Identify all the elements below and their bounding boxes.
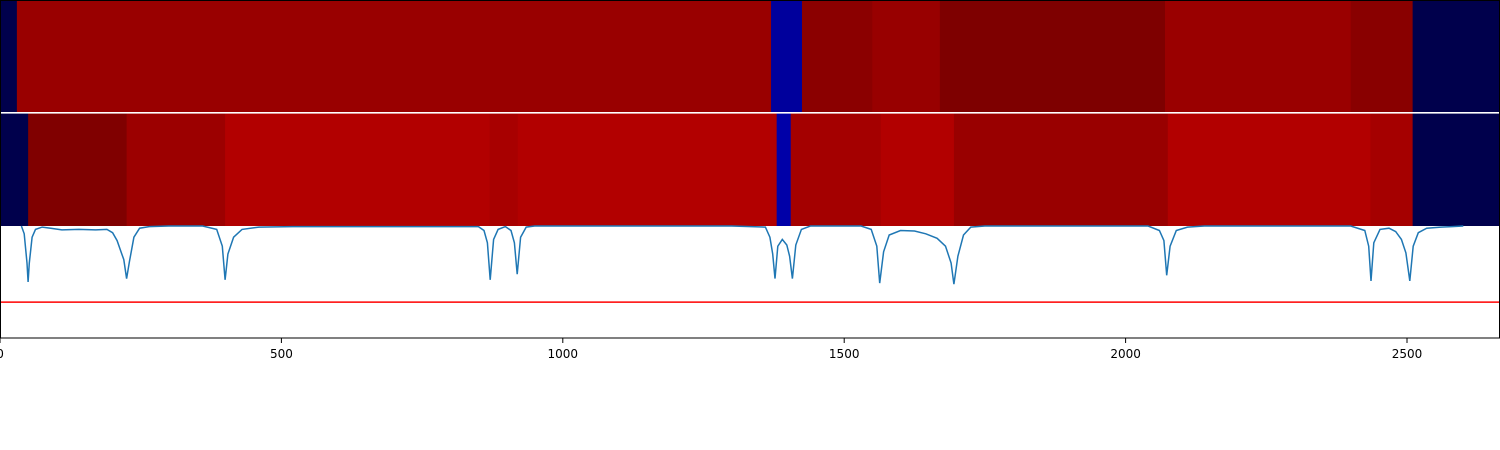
heatmap-segment: [771, 0, 803, 112]
heatmap-segment: [1167, 113, 1372, 226]
x-axis: 0 500 1000 1500 2000 2500: [0, 338, 1422, 361]
heatmap-segment: [1412, 113, 1500, 226]
heatmap-segment: [489, 113, 519, 226]
heatmap-segment: [880, 113, 955, 226]
heatmap-segment: [28, 113, 128, 226]
heatmap-segment: [776, 113, 792, 226]
x-tick-label: 500: [270, 347, 293, 361]
plot-background: [0, 226, 1500, 338]
track-separator: [0, 112, 1500, 114]
heatmap-segment: [1350, 0, 1414, 112]
heatmap-segment: [872, 0, 941, 112]
heatmap-segment: [939, 0, 1166, 112]
heatmap-segment: [1164, 0, 1352, 112]
heatmap-track-top: [0, 0, 1500, 112]
heatmap-segment: [1370, 113, 1414, 226]
x-tick-label: 1500: [829, 347, 860, 361]
x-tick-label: 2500: [1392, 347, 1423, 361]
heatmap-segment: [1412, 0, 1500, 112]
heatmap-segment: [790, 113, 882, 226]
heatmap-segment: [517, 113, 778, 226]
heatmap-segment: [801, 0, 873, 112]
heatmap-segment: [16, 0, 772, 112]
heatmap-segment: [0, 113, 29, 226]
score-line-panel: [0, 225, 1500, 338]
heatmap-segment: [126, 113, 226, 226]
heatmap-segment: [953, 113, 1169, 226]
heatmap-segment: [225, 113, 491, 226]
heatmap-track-bottom: [0, 113, 1500, 226]
x-tick-label: 0: [0, 347, 4, 361]
x-tick-label: 1000: [548, 347, 579, 361]
heatmap-segment: [0, 0, 18, 112]
x-tick-label: 2000: [1110, 347, 1141, 361]
score-line: [20, 225, 1464, 285]
